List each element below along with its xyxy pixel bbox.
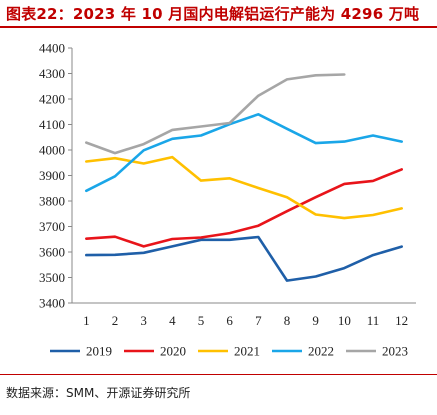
x-tick-label: 11 [367, 313, 380, 328]
x-tick-label: 7 [255, 313, 262, 328]
y-tick-label: 3400 [39, 296, 65, 311]
legend-label-2020: 2020 [160, 344, 186, 359]
y-axis: 3400 3500 3600 3700 3800 3900 4000 4100 4200 4300… [39, 41, 73, 311]
x-tick-label: 1 [83, 313, 90, 328]
x-tick-label: 10 [338, 313, 351, 328]
series-line-2021 [85, 155, 404, 220]
title-divider [0, 26, 437, 28]
x-tick-label: 9 [312, 313, 319, 328]
footer-divider [0, 374, 437, 375]
x-axis: 1 2 3 4 5 6 7 8 9 10 11 12 [72, 302, 416, 328]
y-tick-label: 4100 [39, 117, 65, 132]
y-tick-label: 4300 [39, 66, 65, 81]
y-tick-label: 3600 [39, 245, 65, 260]
y-tick-label: 4200 [39, 92, 65, 107]
legend-label-2021: 2021 [234, 344, 260, 359]
x-tick-label: 3 [140, 313, 147, 328]
x-tick-label: 4 [169, 313, 176, 328]
x-tick-label: 5 [198, 313, 205, 328]
legend-label-2023: 2023 [382, 344, 408, 359]
x-tick-label: 12 [395, 313, 408, 328]
series-line-2019 [85, 235, 404, 282]
line-chart: 3400 3500 3600 3700 3800 3900 4000 4100 4200 4300… [39, 41, 416, 359]
x-tick-label: 2 [112, 313, 119, 328]
y-tick-label: 3900 [39, 168, 65, 183]
legend-label-2022: 2022 [308, 344, 334, 359]
x-tick-label: 8 [284, 313, 291, 328]
source-note: 数据来源：SMM、开源证券研究所 [6, 386, 191, 400]
y-tick-label: 4000 [39, 143, 65, 158]
y-tick-label: 3700 [39, 219, 65, 234]
series-lines [85, 73, 404, 282]
legend-label-2019: 2019 [86, 344, 112, 359]
series-line-2022 [85, 113, 404, 193]
series-line-2020 [85, 168, 404, 248]
series-line-2023 [85, 73, 346, 155]
chart-title: 图表22：2023 年 10 月国内电解铝运行产能为 4296 万吨 [6, 5, 420, 23]
legend: 2019 2020 2021 2022 2023 [50, 344, 408, 359]
y-tick-label: 3500 [39, 270, 65, 285]
x-tick-label: 6 [226, 313, 233, 328]
y-tick-label: 3800 [39, 194, 65, 209]
y-tick-label: 4400 [39, 41, 65, 56]
